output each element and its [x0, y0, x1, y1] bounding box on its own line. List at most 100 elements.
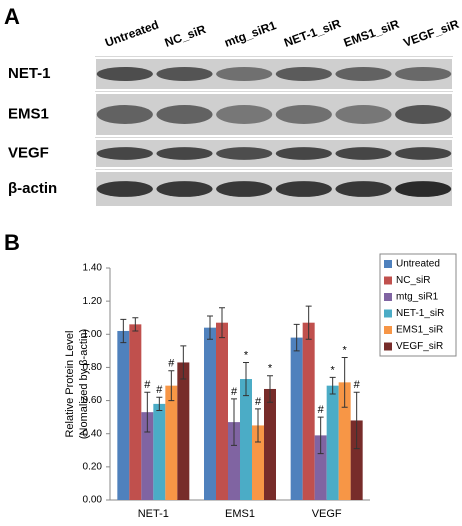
blot-band — [395, 66, 452, 82]
legend-box — [379, 253, 457, 357]
bar — [165, 385, 178, 500]
blot-band — [335, 181, 392, 197]
error-bar — [219, 307, 225, 339]
y-tick-label: 1.40 — [83, 263, 103, 274]
y-tick-label: 0.20 — [83, 461, 103, 472]
error-bar — [305, 305, 312, 340]
blot-band — [156, 105, 213, 124]
error-bar — [255, 408, 261, 443]
significance-marker: * — [343, 344, 348, 356]
row-label: VEGF — [8, 144, 49, 161]
significance-marker: * — [331, 364, 336, 376]
error-bar — [353, 391, 360, 450]
significance-marker: # — [144, 379, 151, 391]
y-tick-label: 1.00 — [83, 329, 103, 340]
significance-marker: # — [168, 358, 175, 370]
blot-band — [275, 147, 332, 160]
error-bar — [156, 396, 163, 412]
lane-label: NC_siR — [163, 22, 208, 50]
blot-band — [216, 66, 273, 82]
error-bar — [329, 376, 336, 395]
lane-label: mtg_siR1 — [222, 18, 278, 50]
legend-swatch — [384, 260, 392, 268]
row-label: EMS1 — [8, 105, 49, 122]
y-axis-label: (Nomalized by β-actin) — [78, 329, 90, 439]
bar — [216, 322, 228, 500]
legend-label: NC_siR — [396, 275, 430, 286]
bar — [177, 362, 190, 500]
x-tick-label: VEGF — [312, 508, 342, 520]
blot-band — [275, 105, 332, 124]
y-tick-label: 0.60 — [83, 395, 103, 406]
error-bar — [180, 345, 187, 380]
bar — [252, 425, 264, 500]
significance-marker: # — [318, 404, 325, 416]
row-label: β-actin — [8, 180, 57, 197]
bar — [314, 435, 327, 500]
blot-band — [156, 66, 213, 82]
lane-label: EMS1_siR — [342, 17, 402, 50]
blot-band — [395, 147, 452, 160]
significance-marker: # — [231, 386, 238, 398]
error-bar — [132, 317, 139, 332]
significance-marker: * — [244, 349, 249, 361]
blot-band — [156, 181, 213, 197]
legend-label: mtg_siR1 — [396, 292, 439, 303]
y-tick-label: 0.40 — [83, 428, 103, 439]
lane-label: Untreated — [103, 17, 160, 49]
legend-label: VEGF_siR — [396, 341, 443, 352]
legend-label: Untreated — [396, 259, 440, 270]
x-tick-label: EMS1 — [225, 508, 255, 520]
error-bar — [120, 318, 127, 344]
blot-band — [395, 105, 452, 124]
bar — [117, 330, 130, 500]
blot-band — [216, 147, 273, 160]
blot-band — [335, 105, 392, 124]
blot-strip — [94, 170, 454, 208]
error-bar — [243, 361, 249, 397]
blot-band — [335, 147, 392, 160]
error-bar — [144, 391, 151, 433]
error-bar — [168, 370, 175, 402]
bar — [228, 422, 240, 500]
blot-band — [335, 66, 392, 82]
error-bar — [341, 356, 348, 408]
bar — [350, 420, 363, 500]
lane-label: VEGF_siR — [401, 17, 461, 50]
bar — [240, 379, 252, 500]
bar — [302, 322, 315, 500]
significance-marker: # — [354, 379, 361, 391]
x-tick-label: NET-1 — [138, 508, 169, 520]
y-axis-label: Relative Protein Level — [64, 330, 76, 437]
panel-label: B — [4, 230, 20, 255]
legend-label: EMS1_siR — [396, 325, 443, 336]
blot-band — [395, 181, 452, 197]
blot-strip — [94, 92, 454, 137]
bar — [338, 382, 351, 500]
blot-band — [216, 105, 273, 124]
blot-band — [216, 181, 273, 197]
error-bar — [317, 416, 324, 455]
significance-marker: * — [268, 363, 273, 375]
bar — [204, 327, 216, 500]
blot-strip — [94, 138, 454, 169]
blot-band — [275, 181, 332, 197]
bar — [153, 403, 166, 500]
legend-swatch — [384, 326, 392, 334]
significance-marker: # — [255, 396, 262, 408]
error-bar — [267, 375, 273, 403]
legend-swatch — [384, 293, 392, 301]
blot-strip — [94, 57, 454, 91]
lane-label: NET-1_siR — [282, 16, 343, 50]
legend-swatch — [384, 342, 392, 351]
y-tick-label: 1.20 — [83, 296, 103, 307]
y-tick-label: 0.00 — [83, 495, 103, 506]
error-bar — [231, 398, 237, 446]
blot-band — [156, 147, 213, 160]
blot-band — [275, 66, 332, 82]
blot-band — [96, 181, 153, 197]
bar — [290, 337, 303, 500]
legend-swatch — [384, 276, 392, 285]
panel-label: A — [4, 4, 20, 29]
